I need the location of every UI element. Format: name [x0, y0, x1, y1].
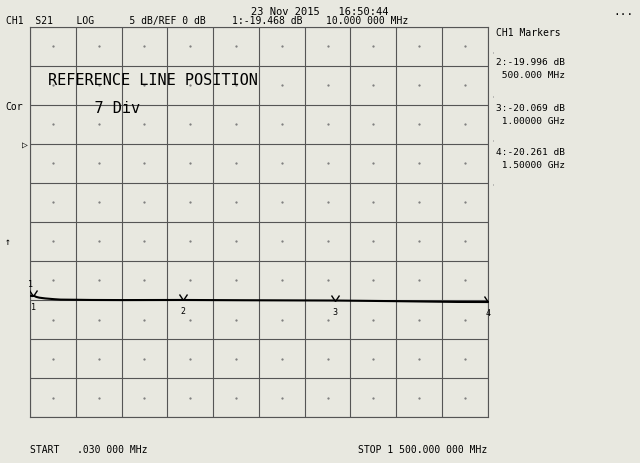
Text: 2:-19.996 dB
 500.000 MHz: 2:-19.996 dB 500.000 MHz	[496, 58, 565, 79]
Text: ↑: ↑	[5, 237, 11, 247]
Text: 1:-19.468 dB    10.000 000 MHz: 1:-19.468 dB 10.000 000 MHz	[232, 16, 408, 26]
Text: 2: 2	[180, 307, 185, 315]
Text: ▷: ▷	[22, 140, 28, 150]
Text: CH1  S21    LOG      5 dB/REF 0 dB: CH1 S21 LOG 5 dB/REF 0 dB	[6, 16, 206, 26]
Text: 1: 1	[28, 280, 33, 288]
Text: 4: 4	[485, 309, 490, 318]
Text: 4:-20.261 dB
 1.50000 GHz: 4:-20.261 dB 1.50000 GHz	[496, 148, 565, 169]
Text: 3:-20.069 dB
 1.00000 GHz: 3:-20.069 dB 1.00000 GHz	[496, 104, 565, 125]
Text: REFERENCE LINE POSITION: REFERENCE LINE POSITION	[49, 73, 259, 88]
Text: STOP 1 500.000 000 MHz: STOP 1 500.000 000 MHz	[358, 444, 488, 454]
Text: 3: 3	[333, 307, 338, 316]
Text: 7 Div: 7 Div	[58, 100, 140, 115]
Text: START   .030 000 MHz: START .030 000 MHz	[30, 444, 148, 454]
Text: ...: ...	[613, 7, 634, 17]
Text: 23 Nov 2015   16:50:44: 23 Nov 2015 16:50:44	[252, 7, 388, 17]
Text: CH1 Markers: CH1 Markers	[496, 28, 561, 38]
Text: Cor: Cor	[5, 101, 23, 112]
Text: 1: 1	[31, 302, 36, 312]
